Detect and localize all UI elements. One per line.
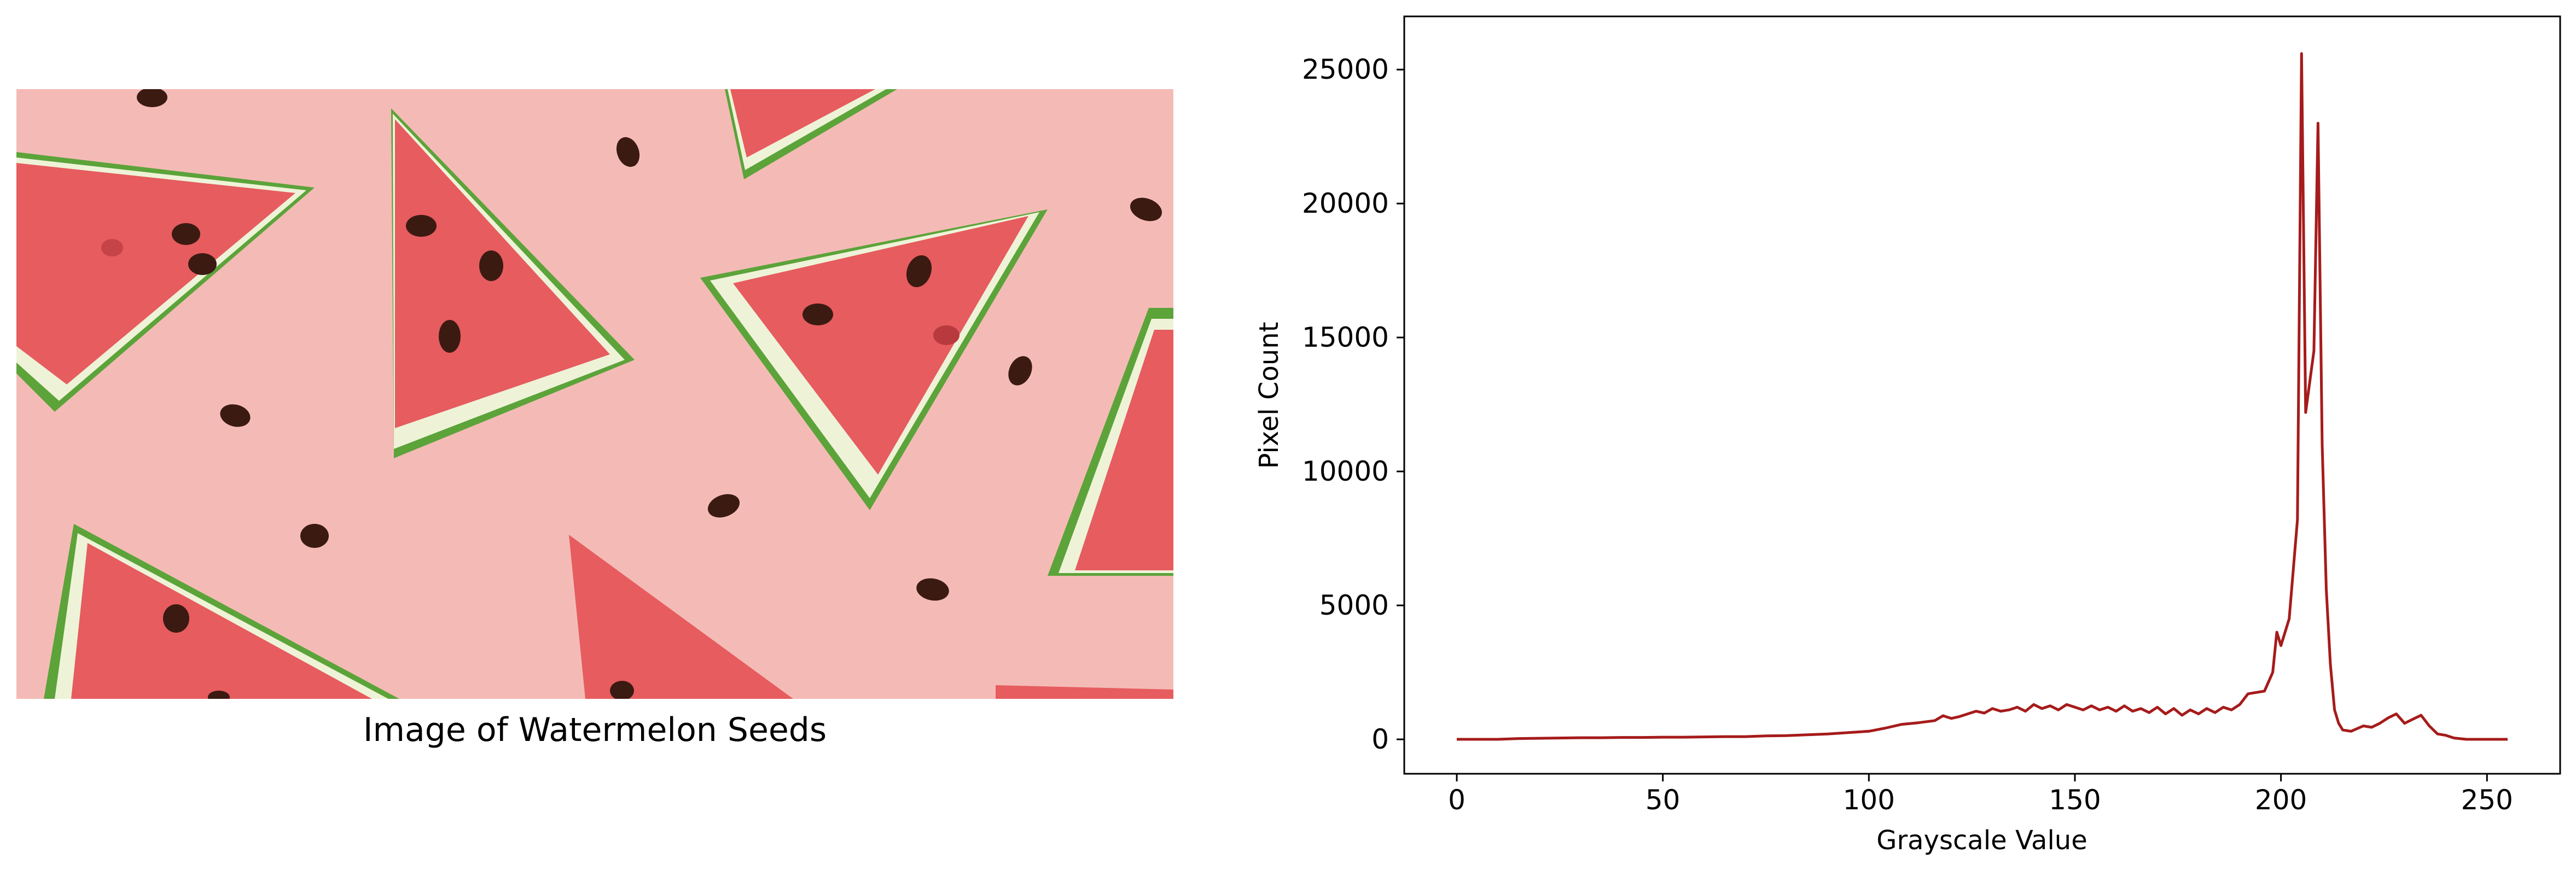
watermelon-slice [725, 89, 897, 179]
plot-area-frame [1403, 15, 2561, 775]
x-tick-label: 200 [2255, 784, 2307, 816]
y-axis-ticks: 0 5000 10000 15000 20000 25000 [1302, 54, 1404, 755]
y-tick-label: 20000 [1302, 188, 1389, 219]
plot-layer [1457, 52, 2508, 741]
watermelon-slice [1048, 308, 1173, 576]
watermelon-slice [16, 152, 315, 412]
watermelon-slice [44, 524, 399, 699]
y-tick-label: 5000 [1319, 589, 1389, 621]
watermelon-slice [700, 209, 1048, 510]
x-axis-ticks: 0 50 100 150 200 250 [1448, 774, 2513, 816]
image-caption: Image of Watermelon Seeds [363, 711, 827, 749]
y-tick-label: 25000 [1302, 54, 1389, 85]
watermelon-slices-illustration [16, 89, 1173, 699]
x-tick-label: 100 [1843, 784, 1895, 816]
x-axis-label: Grayscale Value [1876, 825, 2087, 856]
y-tick-label: 0 [1371, 723, 1389, 755]
seeds [101, 89, 1162, 699]
y-axis-label: Pixel Count [1254, 322, 1284, 469]
histogram-line [1457, 52, 2508, 741]
y-tick-label: 15000 [1302, 322, 1389, 353]
watermelon-slice [569, 535, 793, 699]
x-tick-label: 50 [1645, 784, 1680, 816]
y-tick-label: 10000 [1302, 456, 1389, 487]
watermelon-image [16, 89, 1173, 699]
x-tick-label: 150 [2049, 784, 2101, 816]
x-tick-label: 0 [1448, 784, 1466, 816]
watermelon-slice [996, 685, 1173, 699]
x-tick-label: 250 [2461, 784, 2513, 816]
